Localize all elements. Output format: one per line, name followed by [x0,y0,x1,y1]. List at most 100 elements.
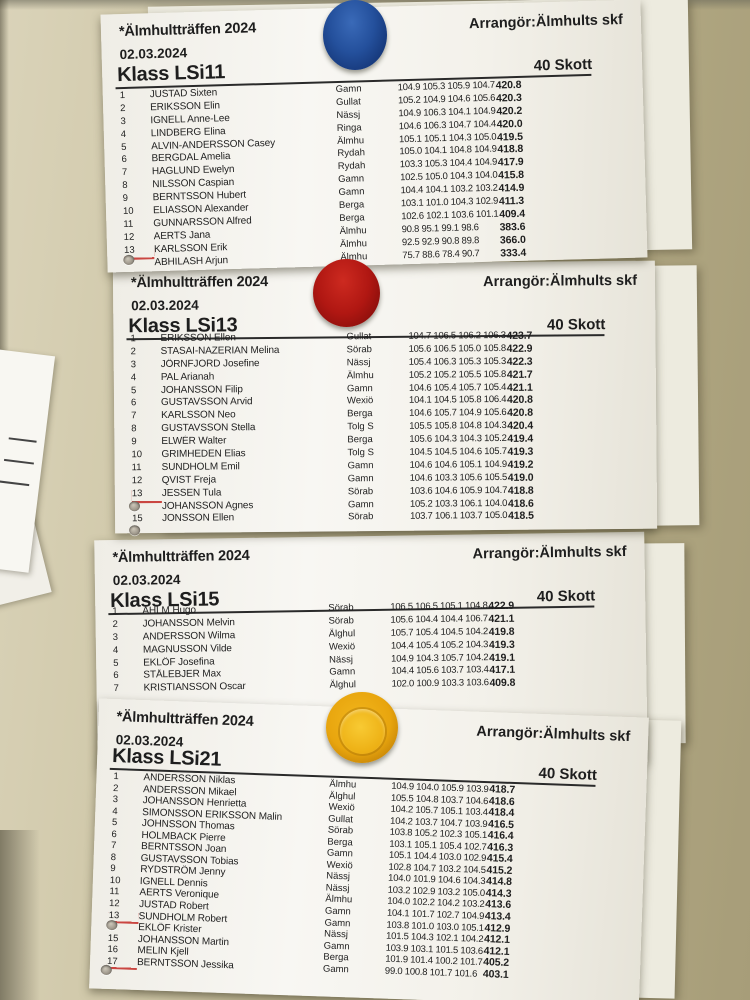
cell-club: Gamn [347,382,409,395]
cell-scores: 104.7 106.5 106.2 106.3 [408,330,506,344]
total-text: 418.8 [507,484,534,497]
cell-total: 409.8 [489,676,586,690]
club-text: Sörab [348,511,374,523]
cell-total: 420.4 [507,419,604,433]
cell-club: Berga [347,434,409,447]
rank-text: 16 [107,944,119,956]
cell-scores: 104.6 105.4 105.7 105.4 [409,381,507,395]
cell-club: Gullat [346,331,408,344]
organizer-label: Arrangör:Älmhults skf [472,543,627,563]
cell-rank: 6 [114,397,161,410]
rank-text: 12 [131,474,143,487]
club-text: Berga [347,434,373,446]
cell-rank: 12 [115,475,162,488]
cell-club: Gamn [329,666,391,680]
cell-rank: 17 [90,955,137,968]
rank-text: 5 [113,657,119,669]
cell-name: JONSSON Ellen [162,512,348,527]
cell-rank: 6 [96,670,143,684]
scores-text: 104.7 106.5 106.2 106.3 [408,329,506,342]
cell-total: 418.6 [508,497,605,511]
club-text: Gamn [322,963,349,976]
wall-bottom-shadow [0,830,40,1000]
cell-rank: 9 [114,436,161,449]
cell-club: Gamn [348,460,410,473]
rank-text: 5 [121,141,127,153]
club-text: Sörab [328,615,354,627]
cell-club: Wexiö [347,395,409,408]
cell-rank: 4 [114,372,161,385]
total-text: 419.2 [507,458,534,471]
cell-total: 422.9 [507,342,604,356]
scores-text: 103.6 104.6 105.9 104.7 [409,484,508,497]
rank-text: 2 [119,102,126,114]
cell-club: Sörab [328,602,390,616]
cell-rank: 8 [114,423,161,436]
cell-total: 423.7 [506,329,603,343]
rank-text: 12 [108,897,120,910]
cell-rank: 5 [96,657,143,671]
rank-text: 4 [130,371,137,383]
shots-label: 40 Skott [533,55,593,75]
rank-text: 10 [122,205,134,218]
total-text: 419.4 [507,432,534,446]
scores-text: 105.6 104.3 104.3 105.2 [409,433,507,445]
club-text: Älghul [328,628,356,640]
cell-scores: 103.7 106.1 103.7 105.0 [410,510,508,524]
club-text: Tolg S [347,421,374,433]
cell-total: 333.4 [500,244,597,260]
cell-rank: 7 [96,683,143,697]
organizer-label: Arrangör:Älmhults skf [483,272,638,291]
result-rows: 1 AHLM Hugo Sörab 106.5 106.5 105.1 104.8 42… [95,598,646,697]
rank-text: 7 [131,410,137,422]
scores-text: 105.4 106.3 105.3 105.3 [408,355,507,368]
rank-text: 1 [119,89,126,102]
total-text: 421.1 [506,381,533,394]
yellow-magnet [326,692,398,763]
rank-text: 2 [130,346,136,358]
cell-total: 419.3 [507,445,604,459]
scrap-line [4,458,34,465]
cell-rank: 5 [104,141,151,155]
cell-scores: 102.0 100.9 103.3 103.6 [391,677,489,691]
cell-rank: 8 [105,179,152,193]
cell-scores: 99.0 100.8 101.7 101.6 [385,965,483,980]
scores-text: 103.7 106.1 103.7 105.0 [409,510,508,523]
shots-label: 40 Skott [538,764,598,784]
blue-magnet [323,0,387,70]
red-magnet [313,259,380,327]
result-rows: 1 ERIKSSON Ellen Gullat 104.7 106.5 106.2 1… [113,329,657,527]
cell-scores: 105.5 105.8 104.8 104.3 [409,420,507,434]
total-text: 420.8 [507,407,533,420]
rank-text: 2 [112,782,119,794]
cell-total: 419.0 [508,471,605,485]
result-rows: 1 ANDERSSON Niklas Älmhu 104.9 104.0 105.9 … [90,770,647,985]
cell-club: Tolg S [347,447,409,460]
cell-club: Berga [347,408,409,421]
competition-date: 02.03.2024 [112,571,181,589]
cell-rank: 10 [114,449,161,462]
cell-total: 421.7 [507,368,604,382]
rank-text: 6 [130,397,137,409]
cell-rank: 15 [115,513,162,526]
cell-club: Gamn [348,498,410,511]
total-text: 423.7 [506,329,533,342]
cell-rank: 5 [114,385,161,398]
cell-total: 420.8 [507,394,604,408]
total-text: 422.3 [506,355,533,368]
rank-text: 3 [112,631,119,643]
punch-hole [100,964,112,976]
rank-text: 8 [110,851,117,863]
cell-scores: 104.6 105.7 104.9 105.6 [409,407,507,421]
club-text: Gamn [347,460,374,472]
total-text: 422.9 [506,342,533,355]
total-text: 420.8 [506,394,533,407]
cell-total: 403.1 [482,967,580,984]
total-text: 420.4 [507,419,534,433]
cell-scores: 105.4 106.3 105.3 105.3 [409,356,507,370]
total-text: 418.5 [507,510,534,523]
cell-rank: 1 [113,333,160,346]
total-text: 403.1 [482,967,509,981]
competition-title: *Älmhultträffen 2024 [112,547,250,567]
